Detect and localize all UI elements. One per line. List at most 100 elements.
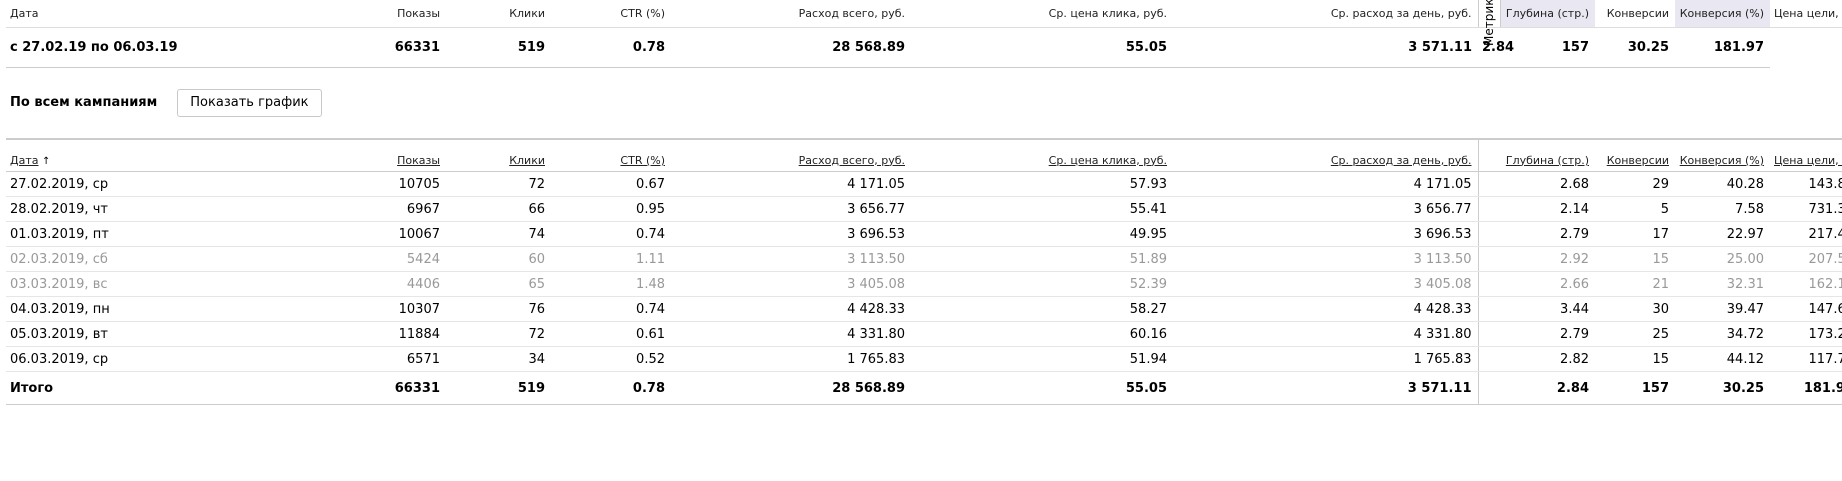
row-cost: 3 113.50 — [671, 246, 911, 272]
sort-conversions-link[interactable]: Конверсии — [1606, 153, 1669, 167]
row-spacer — [1477, 271, 1500, 297]
summary-col-conv-rate: Конверсия (%) — [1675, 0, 1770, 28]
summary-col-goal-cost: Цена цели, руб. — [1770, 0, 1842, 28]
col-header-date[interactable]: Дата ↑ — [6, 138, 346, 172]
row-spacer — [1477, 221, 1500, 247]
show-chart-button[interactable]: Показать график — [177, 88, 322, 117]
sort-conv-rate-link[interactable]: Конверсия (%) — [1679, 153, 1764, 167]
row-avg-day: 3 656.77 — [1173, 196, 1478, 222]
col-header-clicks[interactable]: Клики — [446, 138, 551, 172]
sort-goal-cost-link[interactable]: Цена цели, руб. — [1774, 153, 1842, 167]
total-depth: 2.84 — [1500, 371, 1595, 405]
summary-depth: 2.84 — [1478, 27, 1514, 68]
row-date: 06.03.2019, ср — [6, 346, 346, 372]
table-row: 03.03.2019, вс 4406 65 1.48 3 405.08 52.39 3 4… — [6, 271, 1842, 297]
row-cpc: 52.39 — [911, 271, 1173, 297]
row-cost: 3 696.53 — [671, 221, 911, 247]
row-goal-cost: 117.72 — [1770, 346, 1842, 372]
col-header-conv-rate[interactable]: Конверсия (%) — [1675, 138, 1770, 172]
total-clicks: 519 — [446, 371, 551, 405]
row-depth: 2.82 — [1500, 346, 1595, 372]
row-avg-day: 4 331.80 — [1173, 321, 1478, 347]
row-depth: 2.92 — [1500, 246, 1595, 272]
row-depth: 3.44 — [1500, 296, 1595, 322]
summary-col-cost: Расход всего, руб. — [671, 0, 911, 28]
row-date: 05.03.2019, вт — [6, 321, 346, 347]
row-spacer — [1477, 246, 1500, 272]
row-depth: 2.68 — [1500, 171, 1595, 197]
col-header-cpc[interactable]: Ср. цена клика, руб. — [911, 138, 1173, 172]
col-header-cost[interactable]: Расход всего, руб. — [671, 138, 911, 172]
row-conv-rate: 32.31 — [1675, 271, 1770, 297]
summary-clicks: 519 — [446, 27, 551, 68]
table-row: 01.03.2019, пт 10067 74 0.74 3 696.53 49.95 3 … — [6, 221, 1842, 247]
row-avg-day: 3 405.08 — [1173, 271, 1478, 297]
sort-shows-link[interactable]: Показы — [397, 153, 440, 167]
sort-cpc-link[interactable]: Ср. цена клика, руб. — [1048, 153, 1167, 167]
row-conv-rate: 7.58 — [1675, 196, 1770, 222]
sort-depth-link[interactable]: Глубина (стр.) — [1505, 153, 1589, 167]
summary-shows: 66331 — [346, 27, 446, 68]
row-ctr: 1.48 — [551, 271, 671, 297]
total-cpc: 55.05 — [911, 371, 1173, 405]
campaign-toolbar: По всем кампаниям Показать график — [6, 68, 1842, 138]
row-clicks: 76 — [446, 296, 551, 322]
row-goal-cost: 731.35 — [1770, 196, 1842, 222]
row-clicks: 72 — [446, 171, 551, 197]
summary-col-clicks: Клики — [446, 0, 551, 28]
table-row: 04.03.2019, пн 10307 76 0.74 4 428.33 58.27 4 … — [6, 296, 1842, 322]
row-conv-rate: 34.72 — [1675, 321, 1770, 347]
row-avg-day: 4 428.33 — [1173, 296, 1478, 322]
row-clicks: 65 — [446, 271, 551, 297]
row-cpc: 51.89 — [911, 246, 1173, 272]
row-clicks: 74 — [446, 221, 551, 247]
sort-cost-link[interactable]: Расход всего, руб. — [798, 153, 905, 167]
row-depth: 2.14 — [1500, 196, 1595, 222]
summary-col-conversions: Конверсии — [1595, 0, 1675, 28]
metrika-toggle[interactable]: Метрика » — [1477, 0, 1501, 46]
row-goal-cost: 207.57 — [1770, 246, 1842, 272]
row-conversions: 5 — [1595, 196, 1675, 222]
row-shows: 10067 — [346, 221, 446, 247]
row-conversions: 17 — [1595, 221, 1675, 247]
summary-values-row: с 27.02.19 по 06.03.19 66331 519 0.78 28… — [6, 27, 1842, 68]
row-goal-cost: 173.27 — [1770, 321, 1842, 347]
row-cost: 1 765.83 — [671, 346, 911, 372]
row-cost: 4 171.05 — [671, 171, 911, 197]
row-shows: 4406 — [346, 271, 446, 297]
total-shows: 66331 — [346, 371, 446, 405]
col-header-shows[interactable]: Показы — [346, 138, 446, 172]
row-conv-rate: 39.47 — [1675, 296, 1770, 322]
detail-header-row: Дата ↑ Показы Клики CTR (%) Расход всего… — [6, 138, 1842, 172]
row-goal-cost: 217.44 — [1770, 221, 1842, 247]
row-avg-day: 4 171.05 — [1173, 171, 1478, 197]
row-conversions: 25 — [1595, 321, 1675, 347]
col-header-goal-cost[interactable]: Цена цели, руб. — [1770, 138, 1842, 172]
sort-clicks-link[interactable]: Клики — [509, 153, 545, 167]
col-header-avg-day[interactable]: Ср. расход за день, руб. — [1173, 138, 1478, 172]
row-conversions: 15 — [1595, 346, 1675, 372]
row-date: 01.03.2019, пт — [6, 221, 346, 247]
summary-avg-day: 3 571.11 — [1173, 27, 1478, 68]
row-ctr: 0.67 — [551, 171, 671, 197]
sort-ctr-link[interactable]: CTR (%) — [620, 153, 665, 167]
table-row: 02.03.2019, сб 5424 60 1.11 3 113.50 51.89 3 1… — [6, 246, 1842, 272]
summary-col-date: Дата — [6, 0, 346, 28]
row-conversions: 21 — [1595, 271, 1675, 297]
col-header-ctr[interactable]: CTR (%) — [551, 138, 671, 172]
sort-ascending-icon: ↑ — [41, 155, 51, 167]
total-conv-rate: 30.25 — [1675, 371, 1770, 405]
row-spacer — [1477, 346, 1500, 372]
sort-date-link[interactable]: Дата — [10, 153, 39, 167]
row-conversions: 15 — [1595, 246, 1675, 272]
row-goal-cost: 143.83 — [1770, 171, 1842, 197]
row-shows: 10307 — [346, 296, 446, 322]
col-header-depth[interactable]: Глубина (стр.) — [1500, 138, 1595, 172]
sort-avg-day-link[interactable]: Ср. расход за день, руб. — [1330, 153, 1472, 167]
table-row: 28.02.2019, чт 6967 66 0.95 3 656.77 55.41 3 6… — [6, 196, 1842, 222]
total-conversions: 157 — [1595, 371, 1675, 405]
summary-cpc: 55.05 — [911, 27, 1173, 68]
col-header-conversions[interactable]: Конверсии — [1595, 138, 1675, 172]
row-spacer — [1477, 321, 1500, 347]
